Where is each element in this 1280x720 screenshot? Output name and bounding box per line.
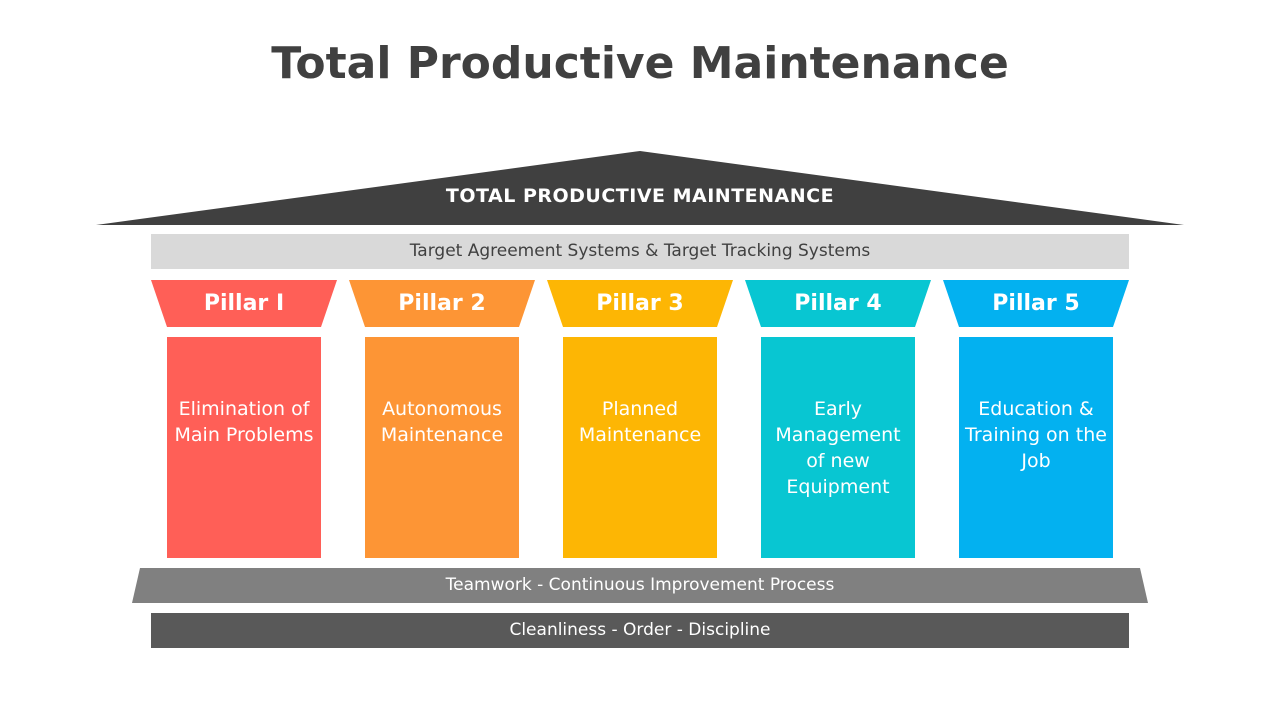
roof-triangle	[96, 151, 1184, 225]
pillar-5-text: Education & Training on the Job	[965, 398, 1107, 472]
pillar-2-capital: Pillar 2	[349, 280, 535, 327]
pillar-5-shaft: Education & Training on the Job	[959, 337, 1113, 558]
roof	[96, 150, 1184, 226]
teamwork-label: Teamwork - Continuous Improvement Proces…	[445, 575, 835, 595]
pillar-3-shaft: Planned Maintenance	[563, 337, 717, 558]
pillar-2-label: Pillar 2	[398, 291, 486, 316]
pillar-2-shaft: Autonomous Maintenance	[365, 337, 519, 558]
pillar-5-label: Pillar 5	[992, 291, 1080, 316]
pillar-5-capital: Pillar 5	[943, 280, 1129, 327]
pillar-1-text: Elimination of Main Problems	[174, 398, 314, 446]
pillar-4-shaft: Early Management of new Equipment	[761, 337, 915, 558]
teamwork-band: Teamwork - Continuous Improvement Proces…	[132, 568, 1148, 603]
target-band: Target Agreement Systems & Target Tracki…	[151, 234, 1129, 269]
page-title: Total Productive Maintenance	[271, 38, 1009, 89]
pillar-3-capital: Pillar 3	[547, 280, 733, 327]
pillar-4-label: Pillar 4	[794, 291, 882, 316]
roof-label: TOTAL PRODUCTIVE MAINTENANCE	[445, 185, 835, 207]
pillar-1-shaft: Elimination of Main Problems	[167, 337, 321, 558]
pillar-2-text: Autonomous Maintenance	[380, 398, 504, 446]
pillar-3-label: Pillar 3	[596, 291, 684, 316]
pillar-1-capital: Pillar I	[151, 280, 337, 327]
pillar-4-capital: Pillar 4	[745, 280, 931, 327]
pillar-3-text: Planned Maintenance	[578, 398, 702, 446]
pillar-1-label: Pillar I	[203, 291, 285, 316]
pillar-4-text: Early Management of new Equipment	[775, 398, 901, 498]
base-band: Cleanliness - Order - Discipline	[151, 613, 1129, 648]
